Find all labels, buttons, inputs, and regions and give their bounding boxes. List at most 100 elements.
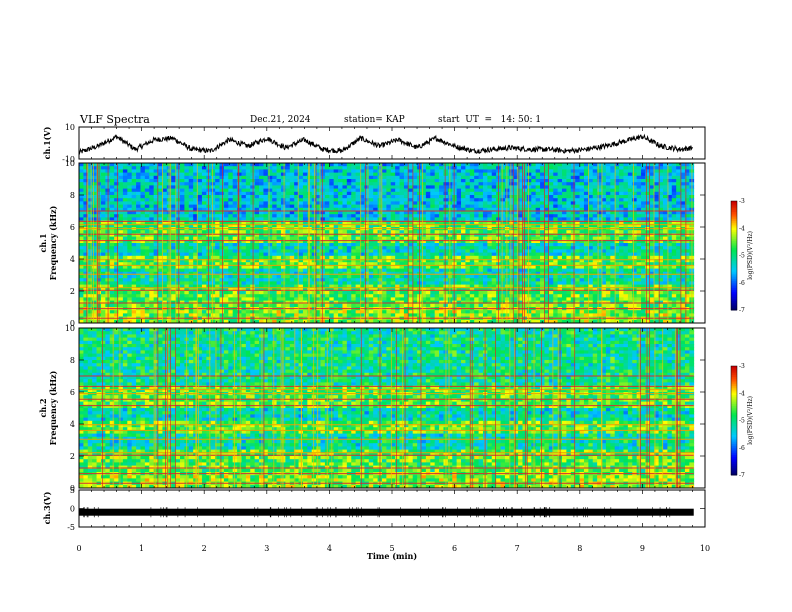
psd-cell (636, 166, 642, 170)
psd-cell (605, 230, 611, 234)
psd-cell (127, 182, 133, 186)
psd-cell (452, 236, 458, 241)
psd-cell (320, 230, 326, 234)
psd-cell (531, 169, 537, 173)
psd-cell (118, 179, 124, 183)
psd-cell (579, 172, 585, 177)
psd-cell (215, 207, 220, 212)
psd-cell (412, 252, 418, 257)
psd-cell (597, 198, 602, 202)
psd-cell (197, 172, 203, 177)
psd-cell (100, 255, 106, 260)
psd-cell (131, 239, 137, 244)
psd-cell (100, 207, 106, 212)
psd-cell (118, 163, 124, 167)
psd-cell (570, 169, 576, 173)
psd-cell (289, 243, 295, 247)
psd-cell (676, 268, 681, 273)
psd-cell (562, 249, 567, 253)
psd-cell (456, 172, 462, 177)
psd-cell (500, 191, 506, 196)
psd-cell (680, 255, 686, 260)
psd-cell (399, 185, 405, 189)
psd-cell (342, 259, 348, 263)
psd-cell (579, 195, 585, 199)
psd-cell (223, 233, 229, 237)
psd-cell (430, 175, 436, 180)
psd-cell (245, 211, 251, 215)
axes-ch1-waveform: 10-10 (62, 123, 706, 164)
psd-cell (395, 198, 400, 202)
psd-cell (649, 169, 655, 173)
psd-cell (390, 214, 396, 218)
psd-cell (544, 185, 550, 189)
psd-cell (469, 214, 475, 218)
psd-cell (294, 185, 299, 189)
psd-cell (421, 271, 427, 276)
psd-cell (228, 169, 234, 173)
psd-cell (285, 188, 291, 193)
psd-cell (614, 207, 620, 212)
psd-cell (158, 163, 163, 167)
psd-cell (201, 249, 207, 253)
psd-cell (654, 166, 659, 170)
psd-cell (408, 182, 414, 186)
psd-cell (439, 185, 444, 189)
psd-cell (425, 201, 431, 205)
psd-cell (478, 252, 484, 257)
psd-cell (430, 169, 436, 173)
psd-cell (131, 271, 137, 276)
psd-cell (294, 255, 299, 260)
psd-cell (641, 175, 646, 180)
psd-cell (452, 185, 458, 189)
psd-cell (487, 223, 493, 228)
psd-cell (280, 265, 286, 269)
psd-cell (676, 198, 681, 202)
psd-cell (285, 268, 291, 273)
psd-cell (373, 169, 378, 173)
psd-cell (566, 201, 572, 205)
psd-cell (114, 252, 119, 257)
psd-cell (474, 252, 479, 257)
psd-cell (92, 201, 97, 205)
psd-cell (614, 204, 620, 209)
psd-cell (87, 223, 93, 228)
psd-cell (654, 223, 659, 228)
psd-cell (92, 195, 97, 199)
psd-cell (254, 191, 260, 196)
psd-cell (320, 243, 326, 247)
psd-cell (87, 211, 93, 215)
psd-cell (434, 265, 440, 269)
psd-cell (109, 169, 115, 173)
psd-cell (430, 268, 436, 273)
psd-cell (122, 175, 128, 180)
psd-cell (465, 182, 471, 186)
psd-cell (285, 204, 291, 209)
psd-cell (509, 185, 515, 189)
psd-cell (636, 211, 642, 215)
psd-cell (298, 271, 304, 276)
psd-cell (298, 195, 304, 199)
psd-cell (280, 182, 286, 186)
psd-cell (461, 255, 466, 260)
psd-cell (395, 188, 400, 193)
psd-cell (83, 265, 89, 269)
psd-cell (316, 255, 321, 260)
psd-cell (131, 201, 137, 205)
psd-cell (487, 230, 493, 234)
psd-cell (193, 201, 198, 205)
psd-cell (531, 166, 537, 170)
psd-cell (456, 179, 462, 183)
psd-cell (223, 262, 229, 266)
psd-cell (158, 195, 163, 199)
psd-cell (443, 230, 449, 234)
psd-cell (280, 188, 286, 193)
psd-cell (645, 175, 651, 180)
psd-cell (298, 246, 304, 250)
psd-cell (184, 211, 190, 215)
psd-cell (601, 172, 607, 177)
psd-cell (144, 198, 150, 202)
psd-cell (439, 182, 444, 186)
psd-cell (355, 185, 361, 189)
psd-cell (381, 188, 387, 193)
